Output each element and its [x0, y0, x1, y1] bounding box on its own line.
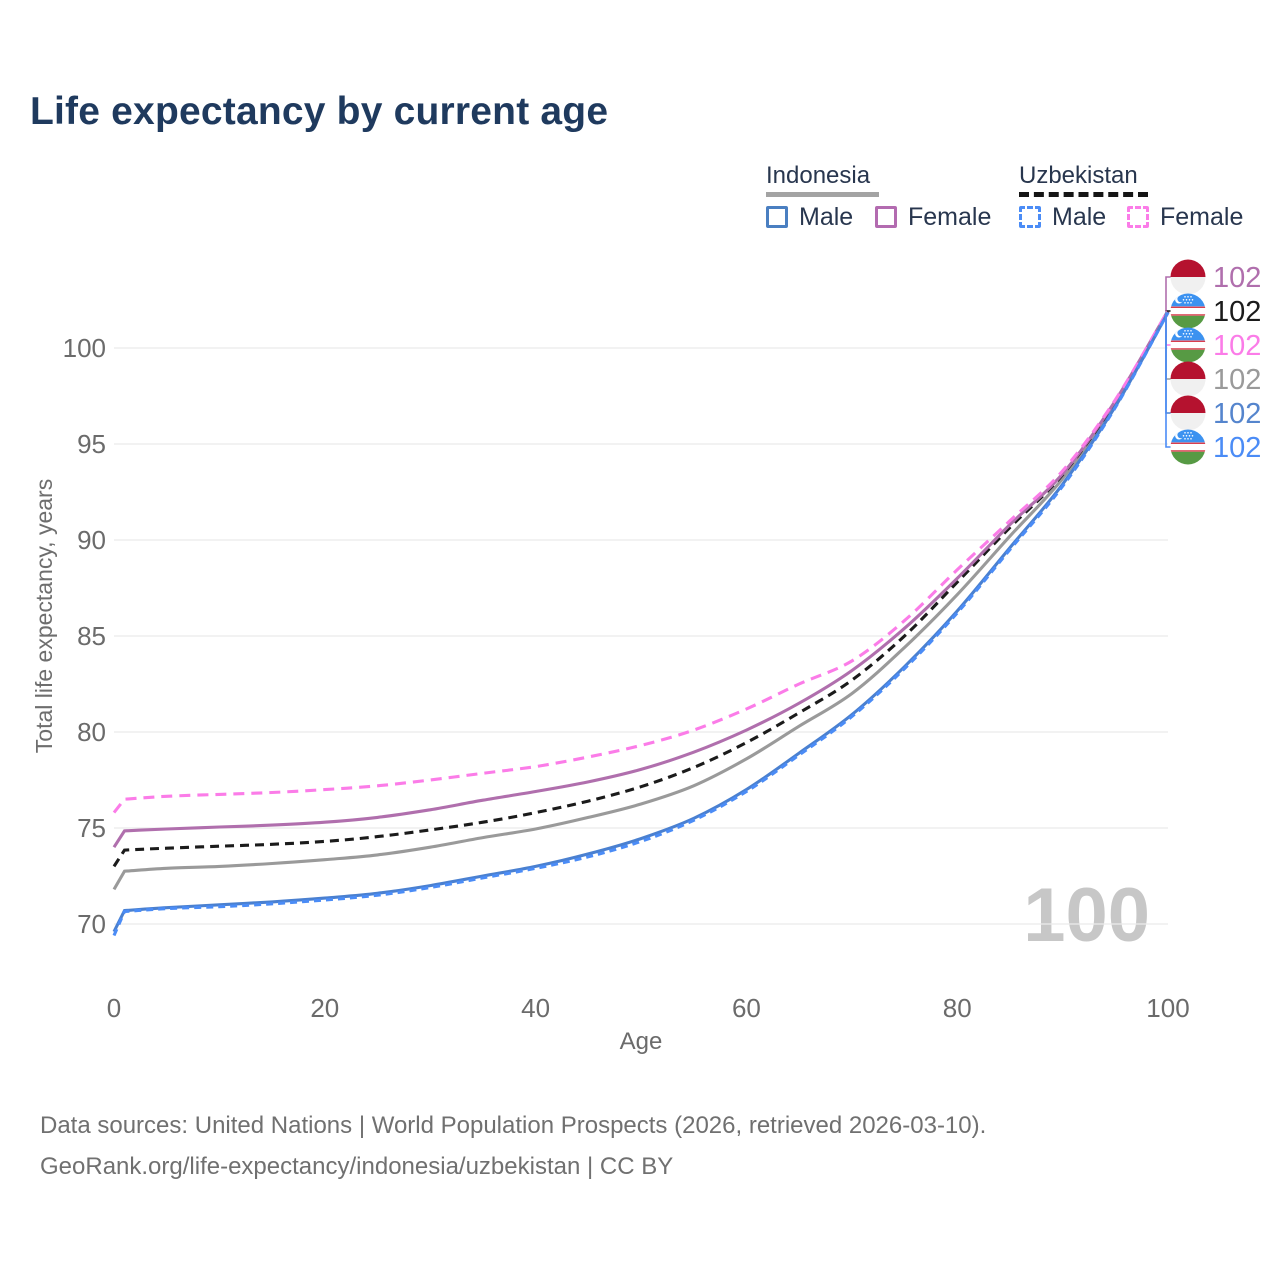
y-tick-label: 100 [63, 333, 106, 363]
series-end-label-uzb-total[interactable]: 102 [1170, 293, 1261, 329]
x-tick-label: 40 [521, 993, 550, 1023]
series-line-idn-total[interactable] [112, 310, 1170, 891]
end-value-label: 102 [1213, 364, 1261, 396]
legend-country-uzbekistan: Uzbekistan [1019, 162, 1138, 189]
end-label-connector-idn-female [1165, 276, 1171, 311]
series-end-label-idn-male[interactable]: 102 [1170, 395, 1261, 431]
indonesia-flag-icon [1170, 259, 1206, 295]
data-source-line: Data sources: United Nations | World Pop… [40, 1112, 987, 1139]
x-tick-label: 60 [732, 993, 761, 1023]
series-line-idn-female[interactable] [112, 309, 1170, 849]
y-tick-label: 70 [77, 909, 106, 939]
x-axis-title: Age [620, 1028, 663, 1055]
indonesia-flag-icon [1170, 395, 1206, 431]
attribution-line: GeoRank.org/life-expectancy/indonesia/uz… [40, 1153, 674, 1180]
legend-linestyle-sample-dashed [1019, 192, 1148, 197]
legend-swatch-indonesia-male[interactable] [766, 206, 788, 228]
x-tick-label: 100 [1146, 993, 1189, 1023]
series-end-label-uzb-female[interactable]: 102 [1170, 327, 1261, 363]
y-axis-title: Total life expectancy, years [31, 479, 57, 753]
y-tick-label: 80 [77, 717, 106, 747]
footer: Data sources: United Nations | World Pop… [40, 1105, 986, 1187]
indonesia-flag-icon [1170, 361, 1206, 397]
series-line-uzb-total[interactable] [112, 310, 1170, 868]
legend-swatch-uzbekistan-male[interactable] [1019, 206, 1041, 228]
series-end-label-idn-female[interactable]: 102 [1170, 259, 1261, 295]
y-tick-label: 95 [77, 429, 106, 459]
series-line-uzb-female[interactable] [112, 309, 1170, 814]
end-value-label: 102 [1213, 432, 1261, 464]
x-tick-label: 0 [107, 993, 121, 1023]
uzbekistan-flag-icon [1170, 327, 1206, 363]
series-end-label-uzb-male[interactable]: 102 [1170, 429, 1261, 465]
series-line-idn-male[interactable] [112, 311, 1170, 933]
legend-linestyle-sample-solid [766, 192, 879, 197]
legend-label-indonesia-female[interactable]: Female [908, 203, 992, 231]
end-label-connector-uzb-male [1165, 312, 1171, 448]
legend-label-uzbekistan-female[interactable]: Female [1160, 203, 1244, 231]
legend-swatch-indonesia-female[interactable] [875, 206, 897, 228]
legend-label-indonesia-male[interactable]: Male [799, 203, 854, 231]
end-value-label: 102 [1213, 262, 1261, 294]
page-title: Life expectancy by current age [30, 90, 609, 133]
legend-swatch-uzbekistan-female[interactable] [1127, 206, 1149, 228]
x-tick-label: 80 [943, 993, 972, 1023]
x-tick-label: 20 [310, 993, 339, 1023]
y-tick-label: 75 [77, 813, 106, 843]
end-value-label: 102 [1213, 296, 1261, 328]
uzbekistan-flag-icon [1170, 293, 1206, 329]
end-value-label: 102 [1213, 398, 1261, 430]
series-line-uzb-male[interactable] [112, 311, 1170, 937]
end-value-label: 102 [1213, 330, 1261, 362]
legend-country-indonesia: Indonesia [766, 162, 871, 189]
age-counter-watermark: 100 [1023, 873, 1150, 958]
legend-label-uzbekistan-male[interactable]: Male [1052, 203, 1107, 231]
series-end-label-idn-total[interactable]: 102 [1170, 361, 1261, 397]
y-tick-label: 85 [77, 621, 106, 651]
uzbekistan-flag-icon [1170, 429, 1206, 465]
y-tick-label: 90 [77, 525, 106, 555]
